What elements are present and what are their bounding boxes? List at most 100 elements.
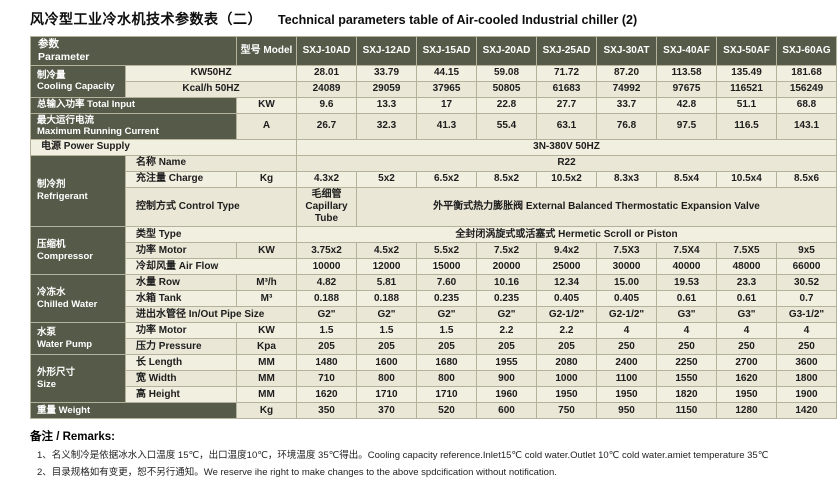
value-cell: 42.8 [656, 96, 717, 114]
value-cell: 1420 [776, 402, 837, 420]
value-cell: 250 [776, 338, 837, 356]
value-cell: 1.5 [296, 322, 357, 340]
value-cell: 7.5x2 [476, 242, 537, 260]
value-cell: 68.8 [776, 96, 837, 114]
value-cell: 1.5 [356, 322, 417, 340]
value-cell: R22 [296, 154, 837, 172]
value-cell: 外平衡式热力膨胀阀 External Balanced Thermostatic… [356, 186, 837, 228]
value-cell: 66000 [776, 258, 837, 276]
table-row: 重量 Weight Kg 350 370 520 600 750 950 1150 1280 142… [30, 402, 837, 420]
sub-label-cell: 压力 Pressure [125, 338, 237, 356]
value-cell: 600 [476, 402, 537, 420]
value-cell: 156249 [776, 80, 837, 98]
remarks-section: 备注 / Remarks: 1、名义制冷是依据冰水入口温度 15℃，出口温度10… [30, 428, 836, 478]
value-cell: 800 [416, 370, 477, 388]
sub-label-cell: 宽 Width [125, 370, 237, 388]
group-label-cell: 制冷量 Cooling Capacity [30, 64, 126, 98]
value-cell: 1710 [356, 386, 417, 404]
value-cell: 205 [536, 338, 597, 356]
value-cell: 12.34 [536, 274, 597, 292]
value-cell: 6.5x2 [416, 170, 477, 188]
value-cell: 8.5x6 [776, 170, 837, 188]
value-cell: 0.61 [656, 290, 717, 308]
model-name-cell: SXJ-40AF [656, 36, 717, 66]
value-cell: 9x5 [776, 242, 837, 260]
catalog-page: 风冷型工业冷水机技术参数表（二） Technical parameters ta… [30, 11, 837, 478]
value-cell: 32.3 [356, 112, 417, 140]
value-cell: 113.58 [656, 64, 717, 82]
value-cell: 3N-380V 50HZ [296, 138, 837, 156]
value-cell: 2.2 [476, 322, 537, 340]
remark-line-2: 2、目录规格如有变更，恕不另行通知。We reserve ihe right t… [37, 467, 557, 479]
model-name-cell: SXJ-20AD [476, 36, 537, 66]
value-cell: 143.1 [776, 112, 837, 140]
value-cell: 4.5x2 [356, 242, 417, 260]
value-cell: 0.235 [476, 290, 537, 308]
model-name-cell: SXJ-12AD [356, 36, 417, 66]
sub-label-cell: 进出水管径 In/Out Pipe Size [125, 306, 297, 324]
value-cell: 10.5x2 [536, 170, 597, 188]
value-cell: 17 [416, 96, 477, 114]
value-cell: 30000 [596, 258, 657, 276]
unit-cell: Kpa [236, 338, 297, 356]
model-name-cell: SXJ-30AT [596, 36, 657, 66]
value-cell: 全封闭涡旋式或活塞式 Hermetic Scroll or Piston [296, 226, 837, 244]
unit-cell: MM [236, 354, 297, 372]
value-cell: 3600 [776, 354, 837, 372]
sub-label-cell: 控制方式 Control Type [125, 186, 297, 228]
value-cell: 33.7 [596, 96, 657, 114]
value-cell: 2080 [536, 354, 597, 372]
value-cell: 毛细管 Capillary Tube [296, 186, 357, 228]
sub-label-cell: 名称 Name [125, 154, 297, 172]
value-cell: 1150 [656, 402, 717, 420]
sub-label-cell: 充注量 Charge [125, 170, 237, 188]
value-cell: 710 [296, 370, 357, 388]
unit-cell: MM [236, 370, 297, 388]
value-cell: 1955 [476, 354, 537, 372]
value-cell: 4 [776, 322, 837, 340]
value-cell: 24089 [296, 80, 357, 98]
value-cell: 750 [536, 402, 597, 420]
sub-label-cell: 水箱 Tank [125, 290, 237, 308]
value-cell: 900 [476, 370, 537, 388]
value-cell: G2" [476, 306, 537, 324]
value-cell: 20000 [476, 258, 537, 276]
value-cell: 13.3 [356, 96, 417, 114]
unit-cell: KW [236, 322, 297, 340]
model-name-cell: SXJ-15AD [416, 36, 477, 66]
value-cell: G2-1/2" [596, 306, 657, 324]
value-cell: 71.72 [536, 64, 597, 82]
sub-label-cell: 水量 Row [125, 274, 237, 292]
value-cell: 15.00 [596, 274, 657, 292]
table-row: 制冷剂 Refrigerant 名称 Name R22 [30, 154, 837, 228]
value-cell: 51.1 [716, 96, 777, 114]
table-row: Kcal/h 50HZ 24089 29059 37965 50805 61683 7499… [31, 80, 837, 98]
value-cell: 800 [356, 370, 417, 388]
value-cell: 55.4 [476, 112, 537, 140]
value-cell: 59.08 [476, 64, 537, 82]
value-cell: G2" [416, 306, 477, 324]
value-cell: G2" [356, 306, 417, 324]
value-cell: G3-1/2" [776, 306, 837, 324]
value-cell: 1950 [596, 386, 657, 404]
value-cell: 26.7 [296, 112, 357, 140]
value-cell: 0.235 [416, 290, 477, 308]
value-cell: 8.3x3 [596, 170, 657, 188]
unit-cell: A [236, 112, 297, 140]
unit-cell: MM [236, 386, 297, 404]
title-en: Technical parameters table of Air-cooled… [278, 13, 638, 27]
value-cell: 135.49 [716, 64, 777, 82]
value-cell: 0.61 [716, 290, 777, 308]
value-cell: 40000 [656, 258, 717, 276]
sub-label-cell: 冷却风量 Air Flow [125, 258, 297, 276]
unit-cell: KW50HZ [125, 64, 297, 82]
unit-cell: KW [236, 96, 297, 114]
group-label-cell: 重量 Weight [30, 402, 237, 420]
table-row: 充注量 Charge Kg 4.3x2 5x2 6.5x2 8.5x2 10.5x2 8.3x… [31, 170, 837, 188]
table-row: 进出水管径 In/Out Pipe Size G2" G2" G2" G2" G2-1/2… [31, 306, 837, 324]
value-cell: 4 [596, 322, 657, 340]
value-cell: 116.5 [716, 112, 777, 140]
unit-cell: KW [236, 242, 297, 260]
value-cell: 1800 [776, 370, 837, 388]
value-cell: 5.81 [356, 274, 417, 292]
